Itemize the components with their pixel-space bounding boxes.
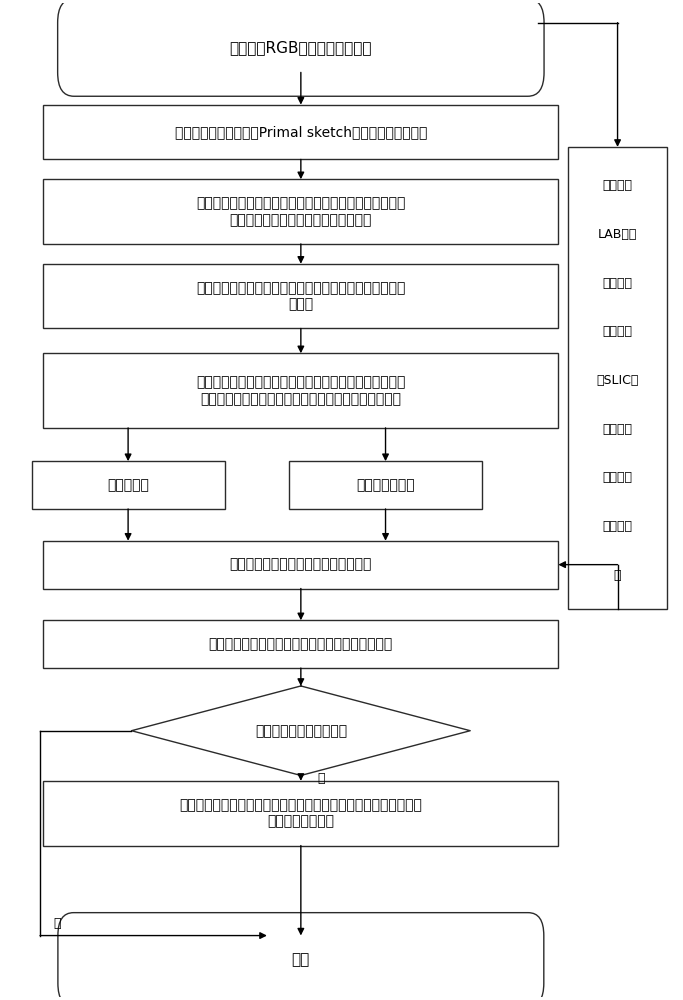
Bar [44, 781, 558, 846]
Text: 根据原图: 根据原图 [602, 179, 632, 192]
Text: 分割方法: 分割方法 [602, 423, 632, 436]
Text: 是: 是 [318, 772, 325, 785]
Text: 斑纹素描线: 斑纹素描线 [107, 478, 149, 492]
Bar [44, 353, 558, 428]
Bar [44, 179, 558, 244]
Text: 直方图是否具有双峰特性: 直方图是否具有双峰特性 [255, 724, 347, 738]
Bar [44, 620, 558, 668]
Bar [44, 264, 558, 328]
Text: 输入原始RGB空间彩色自然图像: 输入原始RGB空间彩色自然图像 [229, 40, 372, 55]
Text: 利用斑纹素描线指导合并的超像素与其邻域超像素在颜色上的共生
统计关系进行合并: 利用斑纹素描线指导合并的超像素与其邻域超像素在颜色上的共生 统计关系进行合并 [180, 798, 422, 828]
Bar [44, 541, 558, 589]
Text: 以初始素描图中线段为单位构建几何块，该几何块为矩形
区域，其长与线段平行，宽与线段垂直: 以初始素描图中线段为单位构建几何块，该几何块为矩形 区域，其长与线段平行，宽与线… [196, 197, 406, 227]
Text: 用SLIC过: 用SLIC过 [596, 374, 639, 387]
Text: 一般边界素描线: 一般边界素描线 [357, 478, 415, 492]
Text: 统计利用斑纹素描线指导合并的超像素的颜色均值: 统计利用斑纹素描线指导合并的超像素的颜色均值 [209, 637, 393, 651]
Bar [31, 461, 225, 509]
Text: 以每个几何块间隔共生矩阵为对应线段的特征，利用该特
征进行线段分类，并根据线段分类结果进行素描线分类: 以每个几何块间隔共生矩阵为对应线段的特征，利用该特 征进行线段分类，并根据线段分… [196, 376, 406, 406]
Text: 得到原图: 得到原图 [602, 471, 632, 484]
Text: 否: 否 [53, 917, 61, 930]
Text: 利用素描线的类别语义指导超像素合并: 利用素描线的类别语义指导超像素合并 [229, 558, 372, 572]
Bar [44, 105, 558, 159]
Text: 分: 分 [614, 569, 622, 582]
FancyBboxPatch shape [58, 913, 544, 1000]
Text: 结束: 结束 [292, 952, 310, 967]
FancyBboxPatch shape [57, 0, 544, 96]
Text: 空间的颜: 空间的颜 [602, 277, 632, 290]
Text: LAB颜色: LAB颜色 [598, 228, 637, 241]
Text: 色信息利: 色信息利 [602, 325, 632, 338]
Text: 根据原图灰度图像利用Primal sketch模型获得初始素描图: 根据原图灰度图像利用Primal sketch模型获得初始素描图 [175, 125, 427, 139]
Bar [289, 461, 482, 509]
Text: 超像素划: 超像素划 [602, 520, 632, 533]
Bar [568, 147, 667, 609]
Text: 将几何块映射至原图相应位置，计算基于几何块的间隔共
生矩阵: 将几何块映射至原图相应位置，计算基于几何块的间隔共 生矩阵 [196, 281, 406, 311]
